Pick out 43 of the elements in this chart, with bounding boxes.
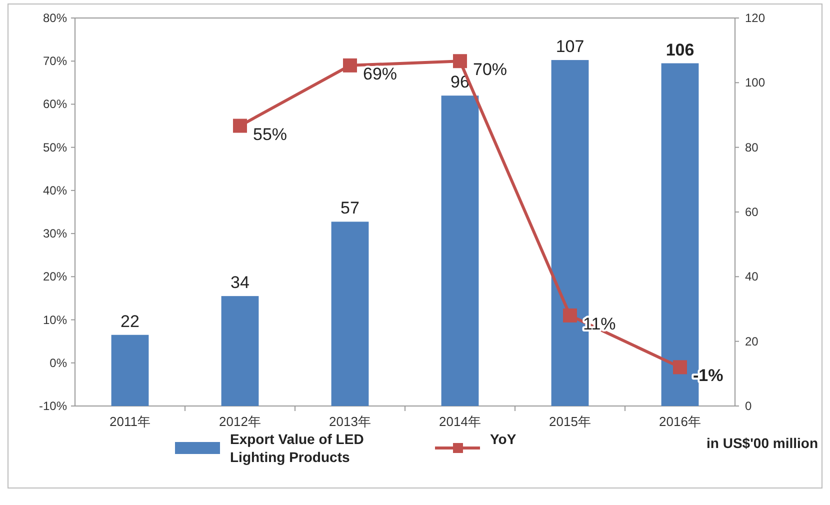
data-label: 57 (340, 198, 360, 218)
y-tick-label: -10% (38, 399, 68, 413)
data-label: 106 (666, 40, 694, 60)
y-tick-label: 70% (42, 54, 68, 68)
point (563, 308, 577, 322)
legend-label: YoY (490, 431, 517, 447)
bar (441, 96, 479, 406)
x-tick-label: 2012年 (219, 414, 261, 429)
y2-tick-label: 20 (745, 334, 759, 348)
y-tick-label: 80% (42, 11, 68, 25)
x-tick-label: 2014年 (439, 414, 481, 429)
x-tick-label: 2011年 (110, 414, 150, 429)
bar (331, 222, 369, 406)
y2-tick-label: 40 (745, 270, 759, 284)
point (343, 58, 357, 72)
data-label: 70% (473, 60, 508, 80)
y2-tick-label: 80 (745, 140, 759, 154)
y-tick-label: 10% (42, 312, 68, 327)
data-label: 34 (230, 273, 250, 292)
point (453, 54, 467, 68)
y2-tick-label: 120 (745, 11, 766, 25)
bar (221, 296, 259, 406)
y-tick-label: 30% (42, 226, 68, 241)
x-tick-label: 2013年 (329, 414, 371, 429)
text: in US$'00 million (706, 435, 818, 451)
x-tick-label: 2015年 (549, 414, 591, 429)
y-tick-label: 50% (42, 140, 68, 154)
data-label: 107 (556, 37, 584, 56)
data-label: 69% (363, 64, 398, 84)
point (233, 118, 247, 133)
y2-tick-label: 100 (745, 76, 766, 90)
y2-tick-label: 60 (745, 205, 759, 219)
x-tick-label: 2016年 (659, 414, 701, 429)
y-tick-label: 20% (42, 270, 68, 284)
legend-label: Export Value of LED Lighting Products (230, 431, 364, 465)
y2-tick-label: 0 (745, 399, 752, 413)
bar (111, 334, 149, 406)
y-tick-label: 0% (50, 356, 68, 370)
point (673, 360, 687, 374)
y-tick-label: 60% (42, 97, 68, 112)
data-label: 55% (253, 124, 288, 144)
data-label: 22 (120, 312, 140, 331)
y-tick-label: 40% (42, 183, 68, 198)
